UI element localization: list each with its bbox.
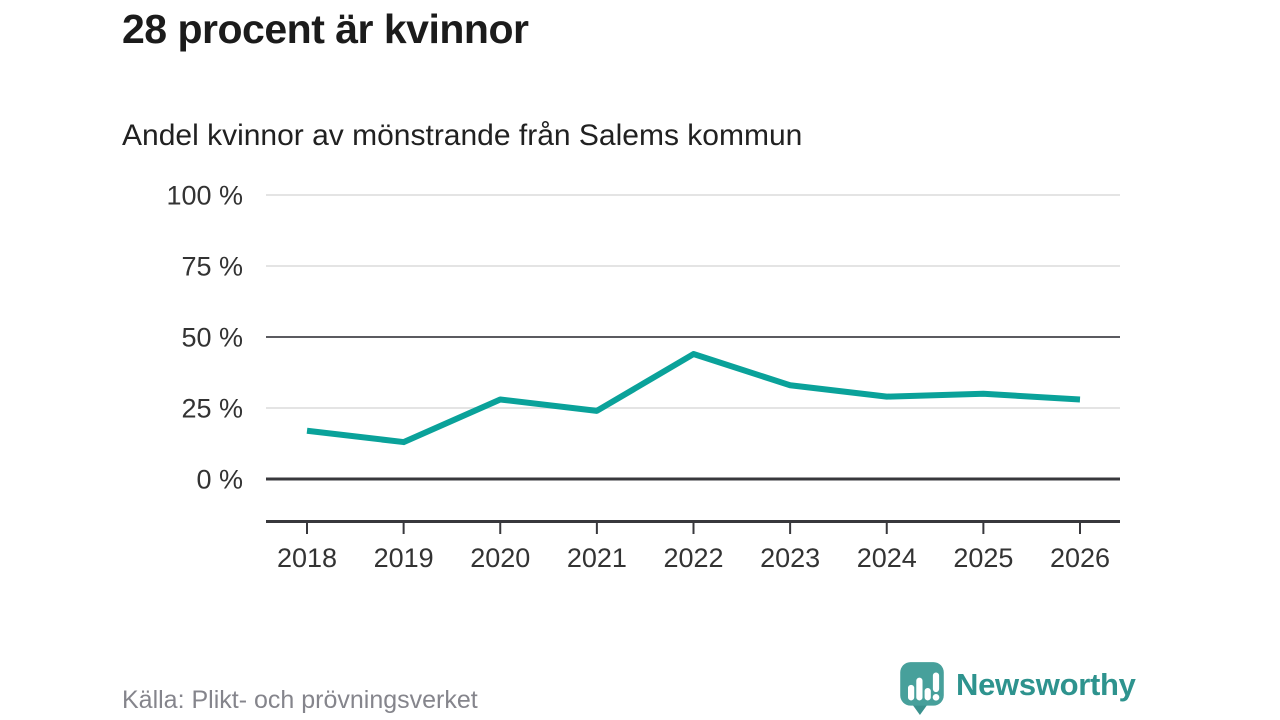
- x-tick-label-2023: 2023: [760, 543, 820, 573]
- chart-subtitle: Andel kvinnor av mönstrande från Salems …: [122, 119, 803, 152]
- y-tick-label-75: 75 %: [181, 252, 243, 282]
- y-tick-label-50: 50 %: [181, 323, 243, 353]
- chart-title: 28 procent är kvinnor: [122, 6, 529, 52]
- logo-bar-1: [908, 684, 915, 701]
- y-tick-label-0: 0 %: [196, 465, 243, 495]
- source-note: Källa: Plikt- och prövningsverket: [122, 686, 478, 714]
- x-tick-label-2026: 2026: [1050, 543, 1110, 573]
- x-tick-label-2019: 2019: [374, 543, 434, 573]
- x-tick-label-2022: 2022: [663, 543, 723, 573]
- x-tick-label-2024: 2024: [857, 543, 917, 573]
- logo-bar-3: [924, 688, 931, 701]
- x-tick-label-2025: 2025: [953, 543, 1013, 573]
- logo-bubble-tail: [911, 703, 929, 715]
- x-tick-label-2018: 2018: [277, 543, 337, 573]
- logo-exclamation-bar: [932, 672, 940, 693]
- newsworthy-wordmark: Newsworthy: [956, 667, 1136, 702]
- series-line-0: [306, 351, 1081, 446]
- newsworthy-logo-icon: [900, 662, 944, 715]
- y-tick-label-25: 25 %: [181, 394, 243, 424]
- newsworthy-logo: Newsworthy: [898, 660, 1136, 716]
- line-chart-plot: 0 % 25 % 50 % 75 % 100 % 2018 2019 2020 2021 2022…: [166, 181, 1120, 573]
- logo-exclamation-dot: [932, 694, 940, 701]
- x-tick-label-2020: 2020: [470, 543, 530, 573]
- y-tick-label-100: 100 %: [166, 181, 243, 211]
- x-tick-label-2021: 2021: [567, 543, 627, 573]
- logo-bar-2: [916, 677, 923, 701]
